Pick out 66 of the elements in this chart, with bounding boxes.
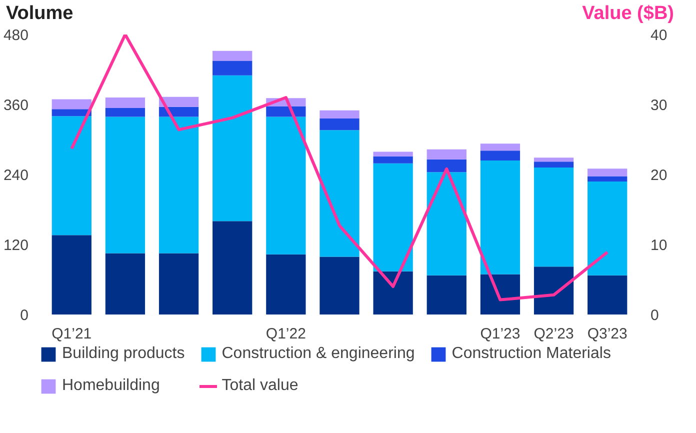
- bar: [52, 109, 92, 116]
- legend-label: Construction Materials: [452, 345, 611, 363]
- line-series: [70, 34, 609, 302]
- bar: [480, 150, 520, 160]
- bar: [534, 162, 574, 168]
- bar: [534, 266, 574, 314]
- bar: [480, 160, 520, 274]
- bar: [480, 274, 520, 314]
- x-tick-label: Q1’23: [480, 326, 520, 342]
- y2-tick-label: 20: [650, 167, 668, 184]
- bar: [373, 152, 413, 156]
- bar: [480, 144, 520, 151]
- bar: [426, 172, 466, 276]
- bar: [588, 275, 628, 314]
- legend-label: Construction & engineering: [222, 345, 415, 363]
- y-tick-label: 240: [3, 167, 29, 184]
- bar: [212, 75, 252, 222]
- bar: [105, 98, 146, 108]
- y2-tick-label: 30: [650, 97, 668, 114]
- y2-axis-title: Value ($B): [582, 2, 674, 26]
- x-tick-label: Q1’22: [266, 326, 306, 342]
- bar: [158, 96, 199, 107]
- bar: [320, 118, 360, 130]
- bar: [105, 116, 146, 254]
- bar: [588, 182, 628, 276]
- bar: [534, 168, 574, 267]
- bar: [373, 271, 413, 314]
- bar: [320, 256, 360, 314]
- bar: [266, 254, 306, 314]
- y2-tick-label: 10: [650, 237, 668, 254]
- x-tick-label: Q2’23: [534, 326, 574, 342]
- bar: [534, 158, 574, 162]
- bar: [158, 106, 199, 117]
- y-tick-label: 480: [3, 27, 29, 44]
- bar: [52, 99, 92, 110]
- y-tick-label: 120: [3, 237, 29, 254]
- bar: [212, 60, 252, 76]
- bar: [426, 149, 466, 160]
- bar: [105, 108, 146, 117]
- bar: [52, 116, 92, 236]
- bar: [158, 253, 199, 314]
- bar: [320, 130, 360, 257]
- bar: [588, 176, 628, 182]
- y-axis-title: Volume: [6, 2, 74, 26]
- legend-label: Homebuilding: [62, 377, 160, 395]
- legend-label: Building products: [62, 345, 185, 363]
- x-tick-label: Q1’21: [52, 326, 92, 342]
- bar: [426, 159, 466, 172]
- bar: [588, 168, 628, 176]
- x-tick-label: Q3’23: [587, 326, 628, 342]
- y-tick-label: 0: [20, 307, 28, 324]
- bar: [266, 116, 306, 254]
- y2-tick-label: 40: [650, 27, 668, 44]
- bar: [212, 221, 252, 314]
- y-tick-label: 360: [3, 97, 29, 114]
- bar: [320, 110, 360, 118]
- bar: [373, 163, 413, 272]
- bar: [266, 106, 306, 117]
- bar: [373, 156, 413, 164]
- bar: [52, 235, 92, 314]
- bar: [158, 116, 199, 254]
- legend-label: Total value: [222, 377, 298, 395]
- bar: [105, 253, 146, 314]
- bar: [426, 275, 466, 314]
- bar: [212, 50, 252, 61]
- y2-tick-label: 0: [650, 307, 659, 324]
